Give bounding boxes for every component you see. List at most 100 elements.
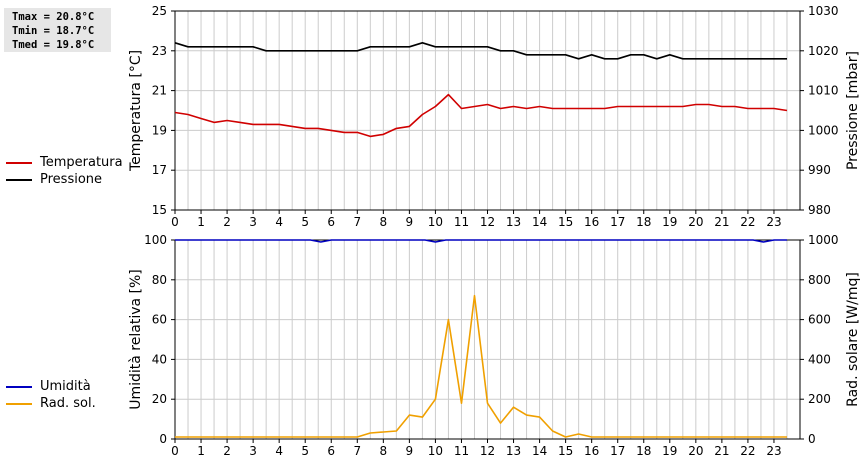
legend-swatch <box>6 161 32 164</box>
legend-swatch <box>6 178 32 181</box>
x-tick-label: 2 <box>223 215 231 229</box>
y2-axis-label: Rad. solare [W/mq] <box>845 272 860 407</box>
x-tick-label: 2 <box>223 444 231 458</box>
y2-tick-label: 600 <box>808 313 831 327</box>
x-tick-label: 11 <box>454 444 469 458</box>
stats-box: Tmax = 20.8°C Tmin = 18.7°C Tmed = 19.8°… <box>4 8 111 52</box>
x-tick-label: 0 <box>171 215 179 229</box>
series-line-temperatura <box>174 93 788 138</box>
x-tick-label: 19 <box>662 444 677 458</box>
tmin-text: Tmin = 18.7°C <box>12 25 95 37</box>
series-line-pressione <box>174 41 787 60</box>
y-tick-label: 60 <box>152 313 167 327</box>
x-tick-label: 18 <box>636 444 651 458</box>
x-tick-label: 20 <box>688 215 703 229</box>
x-tick-label: 21 <box>714 444 729 458</box>
x-tick-label: 5 <box>301 444 309 458</box>
y2-axis-label: Pressione [mbar] <box>845 51 860 170</box>
x-tick-label: 10 <box>428 444 443 458</box>
x-tick-label: 5 <box>301 215 309 229</box>
x-tick-label: 23 <box>766 215 781 229</box>
x-tick-label: 12 <box>480 444 495 458</box>
x-tick-label: 1 <box>197 444 205 458</box>
chart-1: 0 1 2 3 4 5 6 7 8 9 10 11 12 13 14 15 16 17 18 19 20 21 22 2315… <box>128 4 860 229</box>
y2-tick-label: 1030 <box>808 4 839 18</box>
legend-item-umidita: Umidità <box>6 378 96 395</box>
y-tick-label: 0 <box>159 432 167 446</box>
x-tick-label: 1 <box>197 215 205 229</box>
y-tick-label: 17 <box>152 163 167 177</box>
y-tick-label: 80 <box>152 273 167 287</box>
x-tick-label: 3 <box>249 444 257 458</box>
x-tick-label: 15 <box>558 444 573 458</box>
x-tick-label: 23 <box>766 444 781 458</box>
x-tick-label: 6 <box>327 215 335 229</box>
y2-tick-label: 990 <box>808 163 831 177</box>
y-tick-label: 21 <box>152 84 167 98</box>
x-tick-label: 14 <box>532 444 547 458</box>
x-tick-label: 10 <box>428 215 443 229</box>
tmax-text: Tmax = 20.8°C <box>12 11 95 23</box>
x-tick-label: 9 <box>406 444 414 458</box>
x-tick-label: 8 <box>380 444 388 458</box>
y2-tick-label: 200 <box>808 392 831 406</box>
y-tick-label: 25 <box>152 4 167 18</box>
y-tick-label: 100 <box>144 233 167 247</box>
legend-item-rad-sol: Rad. sol. <box>6 395 96 412</box>
legend-label: Umidità <box>40 379 91 394</box>
x-tick-label: 13 <box>506 215 521 229</box>
x-tick-label: 18 <box>636 215 651 229</box>
chart-2: 0 1 2 3 4 5 6 7 8 9 10 11 12 13 14 15 16 17 18 19 20 21 22 2302… <box>128 233 860 458</box>
legend-swatch <box>6 385 32 388</box>
y2-tick-label: 800 <box>808 273 831 287</box>
x-tick-label: 22 <box>740 215 755 229</box>
x-tick-label: 11 <box>454 215 469 229</box>
series-line-umidit <box>175 239 787 243</box>
legend-bottom: Umidità Rad. sol. <box>6 378 96 412</box>
x-tick-label: 6 <box>327 444 335 458</box>
y-tick-label: 20 <box>152 392 167 406</box>
x-tick-label: 9 <box>406 215 414 229</box>
x-tick-label: 14 <box>532 215 547 229</box>
x-tick-label: 16 <box>584 215 599 229</box>
y-tick-label: 23 <box>152 44 167 58</box>
x-tick-label: 12 <box>480 215 495 229</box>
x-tick-label: 22 <box>740 444 755 458</box>
y2-tick-label: 1000 <box>808 233 839 247</box>
x-tick-label: 13 <box>506 444 521 458</box>
x-tick-label: 8 <box>380 215 388 229</box>
x-tick-label: 0 <box>171 444 179 458</box>
y-axis-label: Umidità relativa [%] <box>128 269 144 410</box>
y-tick-label: 40 <box>152 352 167 366</box>
x-tick-label: 4 <box>275 444 283 458</box>
x-tick-label: 21 <box>714 215 729 229</box>
legend-item-temperatura: Temperatura <box>6 154 123 171</box>
x-tick-label: 17 <box>610 444 625 458</box>
x-tick-label: 17 <box>610 215 625 229</box>
y2-tick-label: 400 <box>808 352 831 366</box>
series-line-rad-sol <box>175 294 787 438</box>
y-axis-label: Temperatura [°C] <box>128 50 144 172</box>
y2-tick-label: 1020 <box>808 44 839 58</box>
legend-label: Rad. sol. <box>40 396 96 411</box>
x-tick-label: 3 <box>249 215 257 229</box>
y2-tick-label: 1010 <box>808 84 839 98</box>
y2-tick-label: 1000 <box>808 123 839 137</box>
legend-swatch <box>6 402 32 405</box>
x-tick-label: 20 <box>688 444 703 458</box>
x-tick-label: 4 <box>275 215 283 229</box>
x-tick-label: 15 <box>558 215 573 229</box>
x-tick-label: 7 <box>353 444 361 458</box>
y2-tick-label: 980 <box>808 203 831 217</box>
legend-label: Temperatura <box>40 155 123 170</box>
y-tick-label: 19 <box>152 123 167 137</box>
y2-tick-label: 0 <box>808 432 816 446</box>
tmed-text: Tmed = 19.8°C <box>12 39 95 51</box>
legend-top: Temperatura Pressione <box>6 154 123 188</box>
legend-item-pressione: Pressione <box>6 171 123 188</box>
legend-label: Pressione <box>40 172 103 187</box>
x-tick-label: 7 <box>353 215 361 229</box>
x-tick-label: 16 <box>584 444 599 458</box>
y-tick-label: 15 <box>152 203 167 217</box>
